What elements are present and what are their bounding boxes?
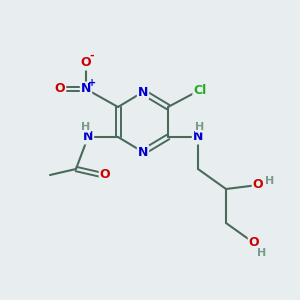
Text: H: H [266, 176, 274, 186]
Text: O: O [253, 178, 263, 191]
Text: N: N [81, 82, 91, 95]
Text: H: H [257, 248, 267, 258]
Text: O: O [100, 169, 110, 182]
Text: Cl: Cl [194, 85, 207, 98]
Text: O: O [55, 82, 65, 95]
Text: N: N [193, 130, 203, 143]
Text: N: N [138, 85, 148, 98]
Text: -: - [90, 51, 94, 61]
Text: O: O [81, 56, 91, 70]
Text: N: N [138, 146, 148, 158]
Text: O: O [249, 236, 259, 250]
Text: N: N [83, 130, 93, 143]
Text: H: H [195, 122, 205, 132]
Text: H: H [81, 122, 91, 132]
Text: +: + [88, 78, 96, 88]
